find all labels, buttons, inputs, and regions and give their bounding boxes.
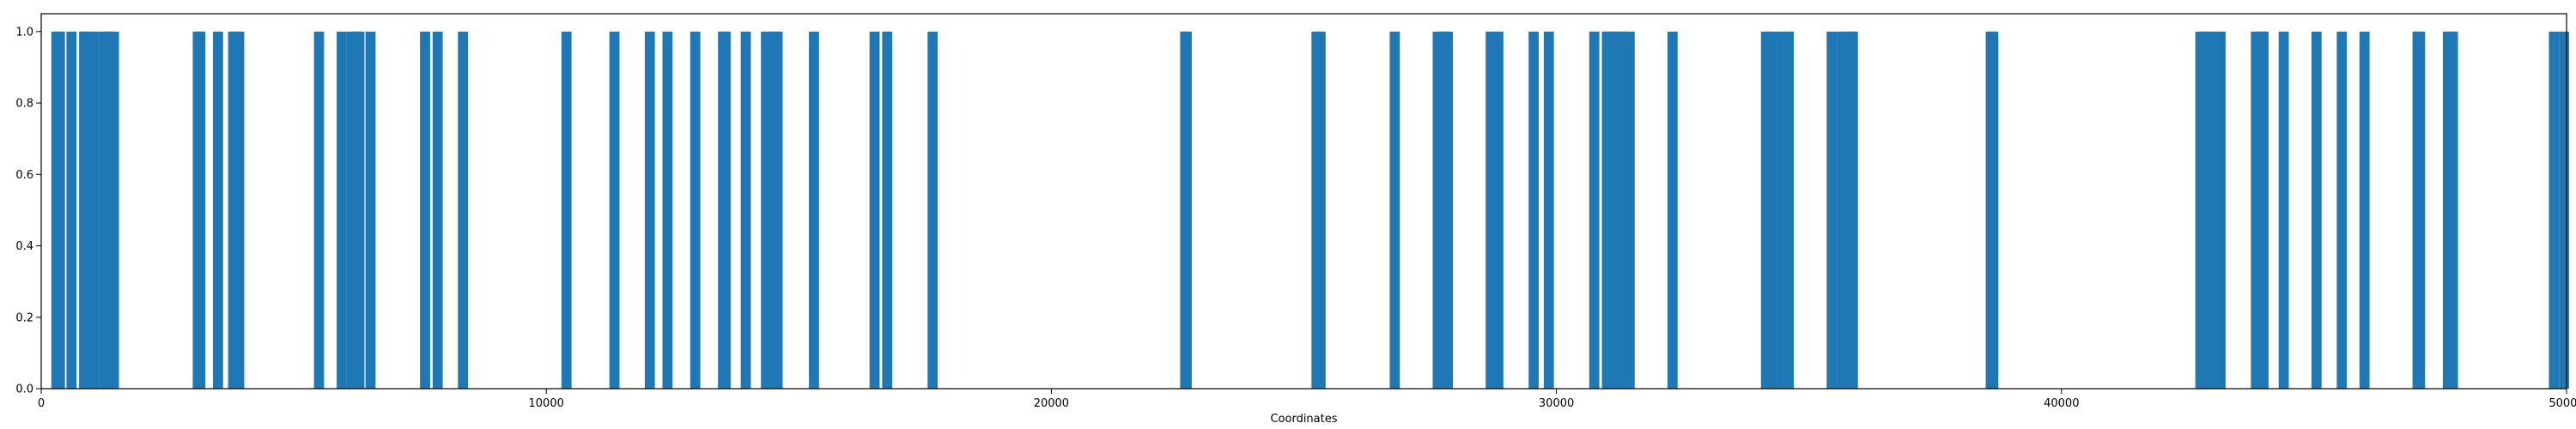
bar-1: [54, 31, 65, 390]
bar-68: [2200, 31, 2211, 390]
bar-20: [420, 31, 430, 390]
bar-23: [561, 31, 572, 390]
bar-82: [2549, 31, 2560, 390]
bar-19: [365, 31, 376, 390]
bar-14: [313, 31, 325, 390]
bar-83: [2559, 31, 2569, 390]
bar-35: [869, 31, 880, 390]
bar-36: [882, 31, 893, 390]
bar-44: [1437, 31, 1449, 390]
y-tick-label-4: 0.8: [15, 98, 33, 111]
bar-13: [234, 31, 245, 390]
bar-46: [1485, 31, 1497, 390]
x-tick-label-4: 40000: [2044, 397, 2079, 410]
bar-10: [195, 31, 206, 390]
y-tick-label-1: 0.2: [15, 311, 33, 324]
bar-62: [1837, 31, 1847, 390]
bar-77: [2359, 31, 2370, 390]
bar-73: [2258, 31, 2269, 390]
bar-18: [354, 31, 365, 390]
y-tick-label-5: 1.0: [15, 26, 33, 39]
bar-8: [108, 31, 119, 390]
bar-12: [228, 31, 239, 390]
bar-42: [1389, 31, 1400, 390]
bar-31: [761, 31, 771, 390]
bar-60: [1783, 31, 1795, 390]
bar-69: [2208, 31, 2219, 390]
bar-2: [66, 31, 77, 390]
bar-59: [1776, 31, 1787, 390]
bar-52: [1606, 31, 1616, 390]
bar-58: [1765, 31, 1777, 390]
x-tick-label-1: 10000: [529, 397, 564, 410]
bar-4: [80, 31, 91, 390]
plot-frame: [40, 13, 2567, 390]
bar-81: [2447, 31, 2458, 390]
bar-71: [2251, 31, 2262, 390]
x-axis-label: Coordinates: [1270, 413, 1337, 426]
bar-70: [2215, 31, 2226, 390]
bar-33: [772, 31, 783, 390]
bar-76: [2336, 31, 2348, 390]
bar-26: [662, 31, 673, 390]
y-axis-ticks: 0.0 0.2 0.4 0.6 0.8 1.0: [15, 26, 41, 396]
y-tick-label-3: 0.6: [15, 169, 33, 182]
bar-11: [212, 31, 223, 390]
bar-45: [1443, 31, 1454, 390]
bar-74: [2278, 31, 2289, 390]
bars-group: [51, 31, 2569, 390]
bar-34: [809, 31, 819, 390]
bar-61: [1826, 31, 1838, 390]
x-tick-label-2: 20000: [1034, 397, 1069, 410]
x-tick-label-3: 30000: [1539, 397, 1574, 410]
bar-41: [1315, 31, 1326, 390]
bar-37: [927, 31, 939, 390]
bar-67: [2195, 31, 2206, 390]
bar-7: [102, 31, 113, 390]
bar-55: [1625, 31, 1635, 390]
bar-47: [1493, 31, 1504, 390]
bar-29: [720, 31, 731, 390]
bar-24: [609, 31, 620, 390]
bar-39: [1182, 31, 1192, 390]
bar-64: [1847, 31, 1858, 390]
bar-27: [690, 31, 701, 390]
bar-21: [432, 31, 443, 390]
bar-49: [1543, 31, 1554, 390]
y-tick-label-2: 0.4: [15, 240, 33, 253]
bar-25: [644, 31, 655, 390]
bar-30: [740, 31, 751, 390]
bar-79: [2415, 31, 2426, 390]
bar-48: [1528, 31, 1540, 390]
bar-56: [1668, 31, 1678, 390]
bar-15: [337, 31, 347, 390]
bar-50: [1589, 31, 1600, 390]
bar-66: [1988, 31, 1999, 390]
bar-75: [2311, 31, 2322, 390]
x-tick-label-0: 0: [38, 397, 45, 410]
bar-54: [1617, 31, 1627, 390]
bar-22: [458, 31, 469, 390]
y-tick-label-0: 0.0: [15, 384, 33, 396]
bar-5: [88, 31, 100, 390]
